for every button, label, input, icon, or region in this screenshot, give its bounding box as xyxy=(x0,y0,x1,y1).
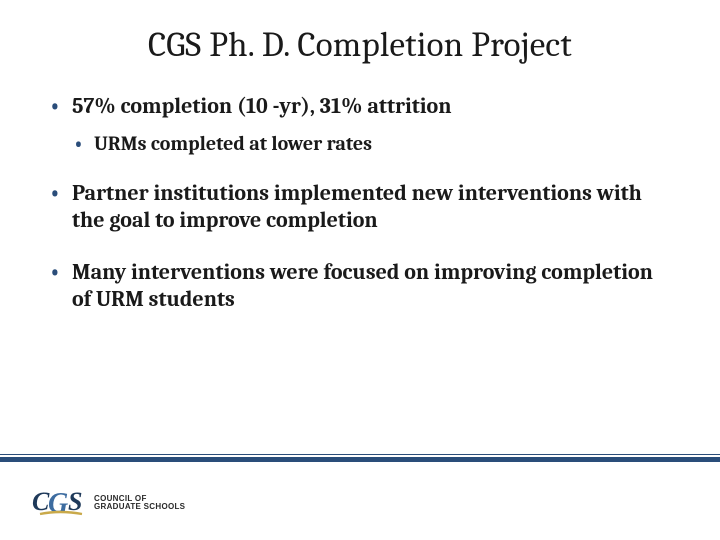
svg-text:G: G xyxy=(48,488,68,519)
footer-logo: C G S COUNCIL OF GRADUATE SCHOOLS xyxy=(32,484,185,522)
footer-divider xyxy=(0,457,720,462)
list-item: URMs completed at lower rates xyxy=(50,131,670,156)
logo-line-2: GRADUATE SCHOOLS xyxy=(94,503,185,511)
cgs-logo-icon: C G S xyxy=(32,484,88,522)
slide: CGS Ph. D. Completion Project 57% comple… xyxy=(0,0,720,540)
list-item: Many interventions were focused on impro… xyxy=(50,259,670,314)
list-item: 57% completion (10 -yr), 31% attrition xyxy=(50,93,670,121)
bullet-list: 57% completion (10 -yr), 31% attrition U… xyxy=(50,93,670,314)
spacer xyxy=(50,245,670,259)
slide-title: CGS Ph. D. Completion Project xyxy=(50,24,670,65)
list-item: Partner institutions implemented new int… xyxy=(50,180,670,235)
logo-text: COUNCIL OF GRADUATE SCHOOLS xyxy=(94,495,185,512)
